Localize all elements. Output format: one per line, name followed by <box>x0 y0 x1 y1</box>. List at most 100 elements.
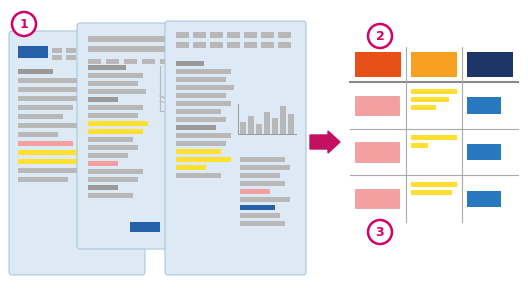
Bar <box>240 205 275 210</box>
Bar <box>355 96 399 115</box>
Bar <box>355 189 399 208</box>
Bar <box>88 73 143 78</box>
Bar <box>350 47 518 222</box>
Bar <box>411 190 452 195</box>
Bar <box>88 193 133 198</box>
Bar <box>355 52 401 77</box>
Bar <box>88 65 126 70</box>
Bar <box>176 125 216 130</box>
Bar <box>18 78 88 83</box>
Bar <box>88 161 118 166</box>
Bar <box>122 55 132 60</box>
Bar <box>88 177 138 182</box>
Bar <box>411 105 436 110</box>
Bar <box>18 87 83 92</box>
Bar <box>88 121 148 126</box>
Bar <box>88 145 138 150</box>
Bar <box>176 157 231 162</box>
Bar <box>94 48 104 53</box>
Bar <box>176 101 231 106</box>
Bar <box>142 59 155 64</box>
Bar <box>411 97 449 102</box>
Bar <box>80 48 90 53</box>
Bar <box>244 42 257 48</box>
Bar <box>467 97 501 113</box>
Bar <box>176 165 206 170</box>
Bar <box>176 109 221 114</box>
Bar <box>411 135 457 140</box>
Bar <box>261 32 274 38</box>
Bar <box>278 42 291 48</box>
Bar <box>88 89 146 94</box>
Bar <box>124 59 137 64</box>
FancyBboxPatch shape <box>165 21 306 275</box>
Bar <box>18 96 88 101</box>
Bar <box>240 157 285 162</box>
Bar <box>176 173 221 178</box>
Bar <box>106 59 119 64</box>
FancyArrow shape <box>310 131 340 153</box>
Bar <box>66 48 76 53</box>
Bar <box>467 144 501 160</box>
Bar <box>160 59 173 64</box>
Bar <box>88 137 133 142</box>
Circle shape <box>368 24 392 48</box>
Bar <box>176 117 226 122</box>
Bar <box>18 105 73 110</box>
Bar <box>18 46 48 58</box>
Bar <box>18 141 73 146</box>
Bar <box>52 55 62 60</box>
Bar <box>411 89 457 94</box>
Bar <box>88 59 101 64</box>
Bar <box>18 159 88 164</box>
Bar <box>210 32 223 38</box>
Bar <box>18 114 63 119</box>
Bar <box>240 213 280 218</box>
Text: 2: 2 <box>375 29 384 43</box>
Bar <box>108 55 118 60</box>
Bar <box>411 182 457 187</box>
Bar <box>18 177 68 182</box>
Bar <box>18 69 53 74</box>
Bar <box>108 48 118 53</box>
Bar <box>176 93 226 98</box>
Circle shape <box>12 12 36 36</box>
Bar <box>88 113 138 118</box>
Bar <box>272 118 278 134</box>
Bar <box>264 112 270 134</box>
Bar <box>210 42 223 48</box>
Bar <box>122 48 132 53</box>
FancyBboxPatch shape <box>9 31 145 275</box>
Bar <box>256 124 262 134</box>
Text: 1: 1 <box>20 18 29 31</box>
Bar <box>176 133 231 138</box>
Bar <box>88 169 143 174</box>
Bar <box>88 36 188 42</box>
Bar <box>240 165 290 170</box>
Bar <box>88 105 143 110</box>
Bar <box>240 122 246 134</box>
Bar <box>176 32 189 38</box>
Bar <box>240 181 285 186</box>
Bar <box>411 143 428 148</box>
Bar <box>130 222 160 232</box>
Bar <box>261 42 274 48</box>
Bar <box>278 32 291 38</box>
Text: 3: 3 <box>376 225 384 238</box>
Bar <box>227 32 240 38</box>
Bar <box>88 185 118 190</box>
Bar <box>80 55 90 60</box>
Bar <box>176 77 226 82</box>
Bar <box>193 32 206 38</box>
Bar <box>240 173 280 178</box>
Bar <box>88 129 143 134</box>
Bar <box>176 141 226 146</box>
Bar <box>18 150 88 155</box>
Bar <box>227 42 240 48</box>
Bar <box>176 85 234 90</box>
Bar <box>240 221 285 226</box>
Bar <box>52 48 62 53</box>
Bar <box>18 123 78 128</box>
Bar <box>18 168 78 173</box>
Bar <box>467 191 501 207</box>
